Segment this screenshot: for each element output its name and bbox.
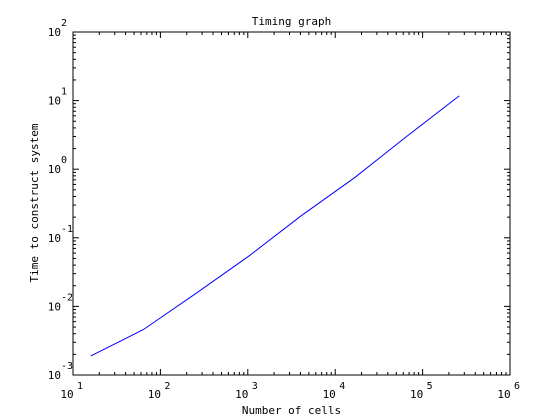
x-tick-label-base: 10 (148, 388, 161, 401)
y-tick-label-base: 10 (48, 300, 61, 313)
y-tick-label-base: 10 (48, 95, 61, 108)
x-tick-label-exponent: 4 (339, 381, 345, 392)
y-tick-label-base: 10 (48, 369, 61, 382)
x-tick-label-base: 10 (410, 388, 423, 401)
y-tick-label-base: 10 (48, 232, 61, 245)
x-tick-label-exponent: 1 (77, 381, 83, 392)
x-tick-label-exponent: 5 (427, 381, 433, 392)
x-tick-label-base: 10 (323, 388, 336, 401)
series-group (90, 95, 460, 357)
y-axis-label: Time to construct system (28, 123, 41, 282)
y-tick-label-exponent: 2 (61, 18, 67, 29)
chart-title: Timing graph (252, 15, 331, 28)
x-axis-label: Number of cells (242, 404, 341, 417)
x-tick-label-exponent: 3 (252, 381, 258, 392)
x-tick-label-base: 10 (235, 388, 248, 401)
y-tick-label-base: 10 (48, 163, 61, 176)
series-line (90, 95, 460, 357)
x-tick-label-base: 10 (60, 388, 73, 401)
y-tick-label-exponent: -2 (61, 292, 73, 303)
y-tick-label-exponent: -1 (61, 224, 73, 235)
x-tick-label-exponent: 2 (164, 381, 170, 392)
y-tick-label-base: 10 (48, 26, 61, 39)
x-tick-label-exponent: 6 (514, 381, 520, 392)
y-tick-label-exponent: 1 (61, 87, 67, 98)
y-tick-label-exponent: 0 (61, 155, 67, 166)
x-tick-label-base: 10 (497, 388, 510, 401)
y-tick-label-exponent: -3 (61, 361, 73, 372)
plot-frame (72, 31, 511, 376)
